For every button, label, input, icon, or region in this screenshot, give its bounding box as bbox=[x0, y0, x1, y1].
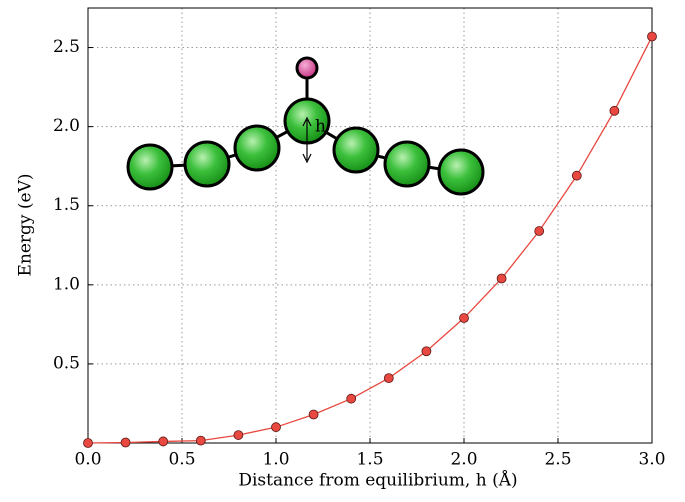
y-tick-label: 1.0 bbox=[53, 274, 80, 294]
plot-frame bbox=[87, 7, 653, 444]
data-point bbox=[158, 436, 169, 447]
data-point bbox=[271, 422, 281, 433]
series-line bbox=[87, 36, 653, 444]
x-tick-label: 1.5 bbox=[356, 450, 383, 470]
molecule bbox=[126, 56, 485, 196]
data-point bbox=[83, 438, 93, 448]
x-tick-label: 0.0 bbox=[74, 450, 101, 470]
data-point bbox=[346, 393, 357, 404]
y-tick-label: 2.0 bbox=[53, 116, 80, 136]
data-point bbox=[571, 170, 582, 181]
data-point bbox=[421, 346, 432, 357]
data-point bbox=[120, 437, 131, 448]
grid bbox=[87, 8, 653, 443]
data-point bbox=[195, 435, 206, 446]
x-tick-label: 2.0 bbox=[450, 450, 477, 470]
data-point bbox=[459, 313, 469, 323]
y-axis-label: Energy (eV) bbox=[16, 173, 36, 276]
x-tick-label: 1.0 bbox=[262, 450, 289, 470]
y-tick-label: 2.5 bbox=[53, 37, 80, 57]
y-tick-label: 0.5 bbox=[53, 353, 80, 373]
x-tick-label: 2.5 bbox=[544, 450, 571, 470]
data-point bbox=[647, 31, 657, 42]
x-tick-label: 0.5 bbox=[168, 450, 195, 470]
y-tick-label: 1.5 bbox=[53, 195, 80, 215]
data-point bbox=[534, 226, 545, 236]
data-point bbox=[308, 409, 319, 420]
annotation: h bbox=[315, 117, 326, 137]
data-point bbox=[609, 105, 620, 116]
data-point bbox=[233, 430, 244, 440]
x-axis-label: Distance from equilibrium, h (Å) bbox=[238, 470, 517, 491]
data-point bbox=[383, 373, 394, 384]
x-tick-label: 3.0 bbox=[638, 450, 665, 470]
data-point bbox=[496, 273, 507, 284]
